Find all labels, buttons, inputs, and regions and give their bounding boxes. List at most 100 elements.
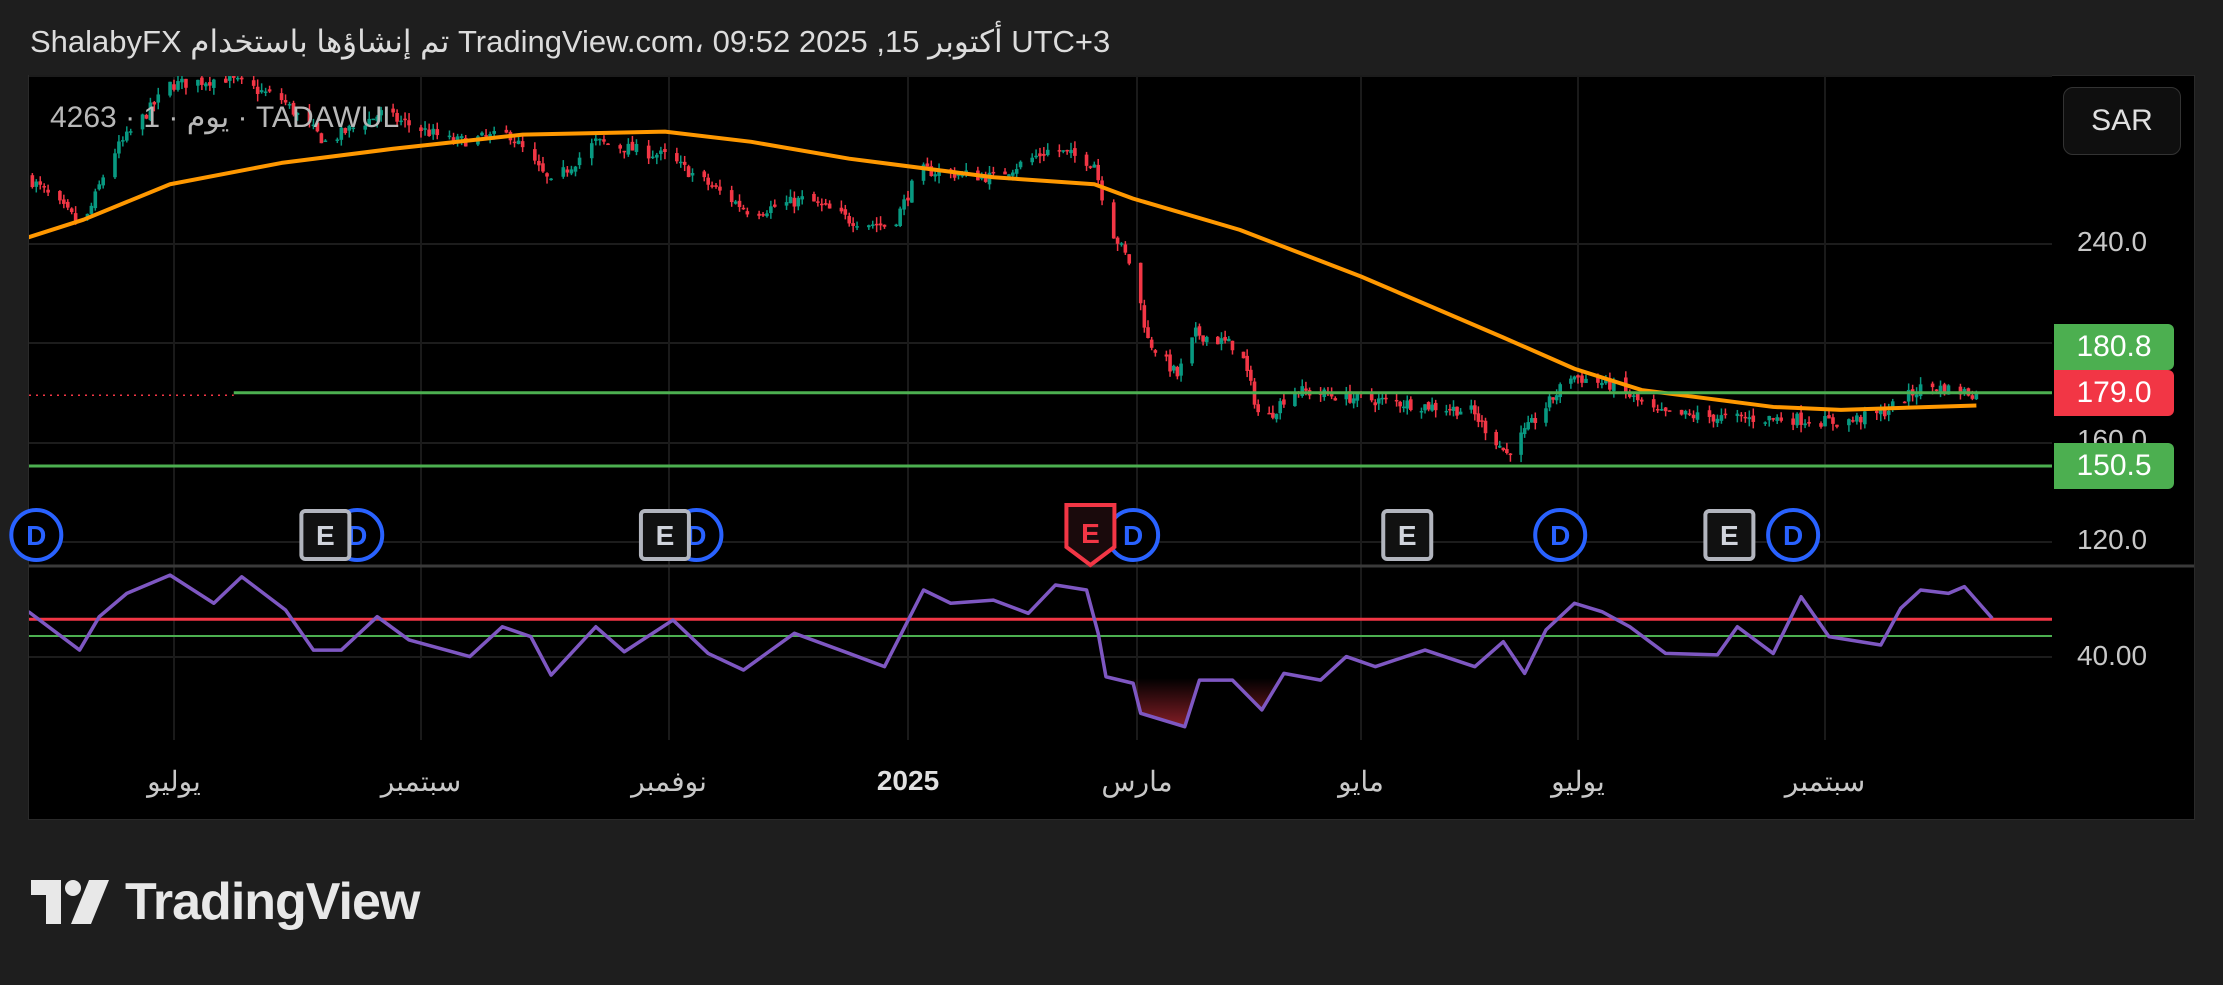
- candle-body: [1473, 405, 1477, 415]
- candle-body: [1946, 385, 1951, 395]
- candle-body: [1569, 378, 1573, 384]
- candle-body: [1596, 376, 1600, 383]
- candle-body: [765, 213, 769, 217]
- candle-body: [898, 208, 902, 227]
- candle-body: [1355, 392, 1360, 401]
- candle-body: [569, 169, 574, 174]
- time-axis-label: نوفمبر: [631, 766, 707, 797]
- candle-body: [1096, 164, 1100, 181]
- candle-body: [200, 77, 204, 85]
- currency-button[interactable]: SAR: [2063, 87, 2181, 155]
- earnings-marker[interactable]: E: [1381, 509, 1434, 561]
- chart-panel[interactable]: [28, 75, 2195, 820]
- candle-body: [1123, 244, 1128, 253]
- rsi-tick-40: 40.00: [2076, 640, 2148, 671]
- candle-body: [113, 153, 117, 178]
- candle-body: [1683, 410, 1688, 415]
- svg-text:E: E: [656, 520, 675, 551]
- candle-body: [956, 174, 961, 176]
- candle-body: [1344, 391, 1349, 400]
- svg-text:D: D: [686, 520, 706, 551]
- candle-body: [1409, 399, 1413, 411]
- candle-body: [874, 223, 879, 226]
- candle-body: [1073, 148, 1077, 156]
- dividend-marker[interactable]: D: [1106, 508, 1161, 562]
- candle-body: [128, 131, 133, 133]
- candle-body: [878, 223, 883, 226]
- earnings-marker[interactable]: E: [638, 509, 691, 561]
- price-tick-240: 240.0: [2076, 226, 2148, 257]
- candle-body: [1423, 404, 1427, 411]
- candle-body: [235, 77, 240, 80]
- candle-body: [1572, 376, 1577, 380]
- earnings-marker[interactable]: E: [299, 509, 352, 561]
- candle-body: [504, 129, 509, 133]
- price-label-high: 180.8: [2054, 324, 2174, 370]
- candle-body: [1256, 404, 1260, 413]
- candle-body: [447, 135, 452, 138]
- candle-body: [573, 166, 578, 172]
- candle-body: [1376, 398, 1381, 404]
- svg-text:D: D: [1783, 520, 1803, 551]
- symbol-legend[interactable]: 4263 · 1 · يوم · TADAWUL: [50, 101, 400, 134]
- candle-body: [283, 100, 288, 103]
- candle-body: [1476, 413, 1481, 422]
- candle-body: [30, 175, 35, 188]
- candle-body: [1851, 420, 1855, 422]
- candle-body: [991, 171, 996, 174]
- candle-body: [710, 185, 714, 187]
- candle-body: [1204, 336, 1209, 343]
- candle-body: [686, 166, 691, 178]
- candle-body: [1529, 418, 1534, 423]
- candle-body: [1444, 410, 1449, 413]
- earnings-marker[interactable]: E: [1064, 503, 1117, 568]
- candle-body: [714, 185, 718, 187]
- candle-body: [537, 160, 541, 166]
- time-axis-label: مايو: [1338, 766, 1384, 797]
- candle-body: [1197, 326, 1202, 336]
- candle-body: [650, 156, 655, 159]
- candle-body: [512, 141, 517, 144]
- candle-body: [144, 114, 149, 119]
- candle-body: [1142, 305, 1147, 328]
- candle-body: [1771, 418, 1776, 420]
- candle-body: [403, 118, 407, 121]
- candle-body: [1164, 354, 1169, 357]
- svg-text:D: D: [1123, 520, 1143, 551]
- svg-text:D: D: [1550, 520, 1570, 551]
- candle-body: [964, 170, 969, 174]
- candle-body: [484, 135, 488, 137]
- candle-body: [533, 149, 537, 161]
- candle-body: [1695, 412, 1700, 420]
- dividend-marker[interactable]: D: [1766, 508, 1821, 562]
- candle-body: [1153, 350, 1158, 353]
- candle-body: [1223, 336, 1227, 341]
- time-axis-label: سبتمبر: [380, 766, 462, 797]
- candle-body: [1168, 354, 1172, 372]
- candle-body: [1282, 399, 1286, 405]
- candle-body: [455, 136, 460, 142]
- candle-body: [718, 186, 722, 191]
- earnings-marker[interactable]: E: [1703, 509, 1756, 561]
- candle-body: [379, 110, 383, 116]
- candle-body: [827, 203, 832, 209]
- candle-body: [1743, 416, 1748, 419]
- tradingview-logo[interactable]: TradingView: [31, 872, 420, 932]
- candle-body: [1807, 421, 1811, 424]
- candle-body: [784, 202, 789, 206]
- svg-text:E: E: [1398, 520, 1417, 551]
- candle-body: [1119, 243, 1124, 245]
- candle-body: [267, 89, 272, 92]
- candle-body: [435, 129, 440, 136]
- candle-body: [675, 153, 679, 162]
- dividend-marker[interactable]: D: [9, 508, 64, 562]
- candle-body: [1522, 428, 1527, 435]
- candle-body: [867, 225, 871, 228]
- candle-body: [323, 140, 328, 143]
- candle-body: [152, 102, 157, 105]
- candle-body: [1398, 401, 1402, 407]
- candle-body: [42, 186, 46, 188]
- dividend-marker[interactable]: D: [1533, 508, 1588, 562]
- candle-body: [1394, 399, 1399, 402]
